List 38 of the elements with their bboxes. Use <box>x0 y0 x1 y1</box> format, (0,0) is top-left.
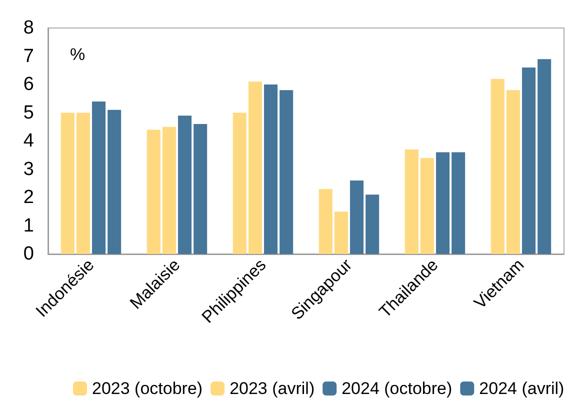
bar <box>232 112 246 254</box>
y-tick-label: 6 <box>23 74 34 95</box>
bar <box>108 110 122 254</box>
bar <box>60 112 74 254</box>
y-tick-label: 8 <box>23 18 34 38</box>
bar <box>92 101 106 254</box>
y-tick-label: 3 <box>23 158 34 180</box>
y-tick-label: 7 <box>23 46 34 67</box>
legend-label: 2024 (octobre) <box>342 379 452 398</box>
bar <box>162 126 176 254</box>
bar <box>436 152 450 254</box>
bar <box>522 68 536 254</box>
y-tick-label: 5 <box>23 102 34 124</box>
bar <box>490 78 504 254</box>
y-axis-title: % <box>70 45 86 64</box>
legend-label: 2024 (avril) <box>479 379 564 398</box>
bar <box>420 158 434 254</box>
bar <box>264 84 278 254</box>
bar <box>538 59 552 254</box>
bar <box>366 194 380 254</box>
bar <box>76 112 90 254</box>
bar <box>146 130 160 254</box>
legend-label: 2023 (avril) <box>230 379 315 398</box>
y-tick-label: 0 <box>23 244 34 264</box>
legend-label: 2023 (octobre) <box>92 379 203 398</box>
bar <box>334 212 348 254</box>
bar <box>248 82 262 254</box>
bar <box>404 149 418 254</box>
y-tick-label: 4 <box>23 130 34 152</box>
bar <box>318 189 332 254</box>
bar <box>506 90 520 254</box>
bar <box>452 152 466 254</box>
bar <box>350 180 364 254</box>
y-tick-label: 1 <box>23 215 34 236</box>
bar <box>194 124 208 254</box>
bar <box>178 116 192 254</box>
y-tick-label: 2 <box>23 187 34 208</box>
bar <box>280 90 294 254</box>
